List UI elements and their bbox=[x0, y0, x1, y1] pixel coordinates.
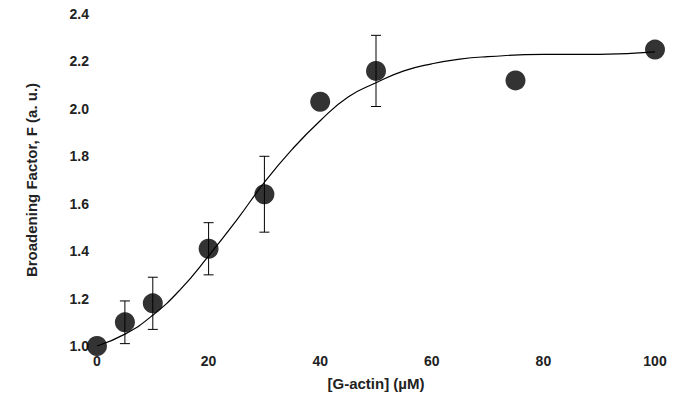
svg-text:2.2: 2.2 bbox=[70, 53, 90, 69]
svg-text:100: 100 bbox=[643, 353, 667, 369]
svg-text:[G-actin] (µM): [G-actin] (µM) bbox=[328, 375, 425, 392]
svg-text:20: 20 bbox=[201, 353, 217, 369]
svg-text:40: 40 bbox=[312, 353, 328, 369]
svg-text:1.6: 1.6 bbox=[70, 196, 90, 212]
svg-text:2.0: 2.0 bbox=[70, 101, 90, 117]
svg-text:1.4: 1.4 bbox=[70, 243, 90, 259]
svg-text:80: 80 bbox=[536, 353, 552, 369]
svg-text:2.4: 2.4 bbox=[70, 6, 90, 22]
svg-text:Broadening Factor, F (a. u.): Broadening Factor, F (a. u.) bbox=[23, 83, 40, 277]
svg-text:60: 60 bbox=[424, 353, 440, 369]
svg-text:1.2: 1.2 bbox=[70, 291, 90, 307]
svg-text:0: 0 bbox=[93, 353, 101, 369]
svg-text:1.0: 1.0 bbox=[70, 338, 90, 354]
svg-text:1.8: 1.8 bbox=[70, 148, 90, 164]
